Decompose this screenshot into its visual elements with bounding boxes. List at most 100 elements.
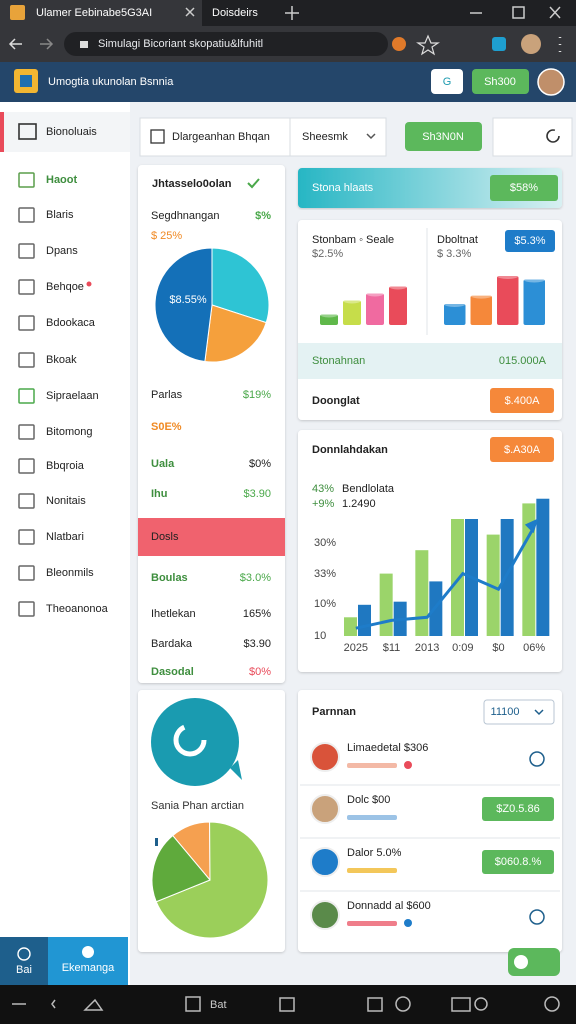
pie-slice	[211, 247, 270, 324]
x-axis-label: $11	[383, 642, 401, 654]
nav-item[interactable]: Sipraelaan	[46, 390, 99, 402]
toolbar-button[interactable]	[405, 122, 482, 151]
nav-item[interactable]: Bdookaca	[46, 317, 96, 329]
stat-label: Stonahnan	[312, 355, 365, 367]
select-value[interactable]: 11100	[491, 706, 520, 718]
row-value: 165%	[243, 608, 271, 620]
legend-value: 43%	[312, 483, 334, 495]
ext-icon	[492, 37, 506, 51]
bar	[358, 604, 371, 636]
nav-item[interactable]: Bbqroia	[46, 460, 85, 472]
person-button[interactable]	[482, 850, 554, 874]
x-axis-label: 0:09	[452, 642, 473, 654]
search-button[interactable]	[431, 69, 463, 94]
pie-slice	[154, 247, 213, 363]
refresh-box[interactable]	[492, 117, 573, 157]
nav-item[interactable]: Bleonmils	[46, 567, 94, 579]
person-name[interactable]: Limaedetal $306	[347, 742, 428, 754]
chart-badge	[505, 230, 555, 252]
row-label: S0E%	[151, 421, 182, 433]
taskbar-label[interactable]: Bat	[210, 999, 227, 1011]
button-label[interactable]: $060.8.%	[495, 856, 542, 868]
stat-button[interactable]	[490, 388, 554, 413]
bar-top	[523, 276, 545, 283]
sidebar-footer-main	[48, 937, 128, 985]
person-name[interactable]: Dolc $00	[347, 794, 390, 806]
nav-item[interactable]: Haoot	[46, 174, 78, 186]
select-value[interactable]: Sheesmk	[302, 131, 348, 143]
button-label[interactable]: $.A30A	[504, 444, 541, 456]
pie-slice	[151, 834, 211, 903]
back	[8, 38, 22, 50]
nav-icon	[18, 601, 35, 617]
nav-item[interactable]: Bkoak	[46, 354, 77, 366]
nav-item[interactable]: Bitomong	[46, 426, 92, 438]
select[interactable]	[483, 699, 555, 725]
button-label[interactable]: $Z0.5.86	[496, 803, 539, 815]
person-button[interactable]	[482, 797, 554, 821]
x-axis-label: $0	[492, 642, 504, 654]
bar	[379, 573, 393, 636]
nav-icon	[18, 279, 35, 295]
nav-item[interactable]: Nlatbari	[46, 531, 84, 543]
caption: Sania Phan arctian	[151, 800, 244, 812]
nav-item[interactable]: Behqoe	[46, 281, 84, 293]
bar	[536, 498, 550, 636]
stat-label: Doonglat	[312, 395, 360, 407]
button-label[interactable]: $.400A	[505, 395, 541, 407]
person-name[interactable]: Dalor 5.0%	[347, 847, 402, 859]
url[interactable]: Simulagi Bicoriant skopatiu&lfuhitl	[98, 38, 263, 50]
row-value: $3.90	[243, 488, 271, 500]
progress	[347, 868, 397, 873]
banner-badge	[490, 175, 558, 201]
stat-row	[298, 343, 562, 379]
tab-title: Ulamer Eebinabe5G3AI	[36, 7, 152, 19]
lock	[80, 41, 88, 48]
new-tab	[285, 6, 299, 20]
row-label: Parlas	[151, 389, 183, 401]
person-name[interactable]: Donnadd al $600	[347, 900, 431, 912]
search-label[interactable]: G	[443, 76, 452, 88]
avatar	[310, 794, 340, 824]
nav-icon	[18, 243, 35, 259]
sys-icons	[12, 996, 471, 1012]
card-title: Parnnan	[312, 706, 356, 718]
row-value: $19%	[243, 389, 271, 401]
bar-top	[444, 301, 466, 307]
bar-top	[470, 292, 492, 299]
tab-icon	[10, 5, 25, 20]
chart-title: Dboltnat	[437, 234, 478, 246]
promo-logo-ring	[173, 723, 207, 757]
nav-item[interactable]: Theoanonoa	[46, 603, 109, 615]
nav-item[interactable]: Blaris	[46, 209, 74, 221]
bar	[522, 503, 536, 636]
bar	[415, 550, 429, 636]
avatar	[310, 900, 340, 930]
bar-top	[343, 297, 361, 304]
badge-label: $5.3%	[514, 235, 545, 247]
button-label[interactable]: Sh300	[484, 76, 516, 88]
fab-icon	[514, 955, 528, 969]
nav-item[interactable]: Nonitais	[46, 495, 86, 507]
user-avatar	[537, 68, 565, 96]
app-title: Umogtia ukunolan Bsnnia	[48, 76, 174, 88]
progress	[347, 763, 397, 768]
row-value: $0%	[249, 458, 271, 470]
url-field[interactable]	[64, 32, 388, 56]
nav-icon	[18, 493, 35, 509]
search-text[interactable]: Dlargeanhan Bhqan	[172, 131, 270, 143]
star	[416, 34, 440, 56]
tab-title[interactable]: Doisdeirs	[212, 7, 258, 19]
y-axis-label: 30%	[314, 537, 336, 549]
footer-label[interactable]: Ekemanga	[62, 962, 115, 974]
button-label[interactable]: Sh3N0N	[422, 131, 464, 143]
chart-button[interactable]	[490, 437, 554, 462]
header-button[interactable]	[472, 69, 529, 94]
bar-top	[389, 283, 407, 290]
nav-item[interactable]: Dpans	[46, 245, 78, 257]
footer-label[interactable]: Bai	[16, 964, 32, 976]
sidebar-title[interactable]: Bionoluais	[46, 126, 97, 138]
search-box[interactable]	[139, 117, 291, 157]
status-dot	[404, 761, 412, 769]
nav-icon	[18, 207, 35, 223]
